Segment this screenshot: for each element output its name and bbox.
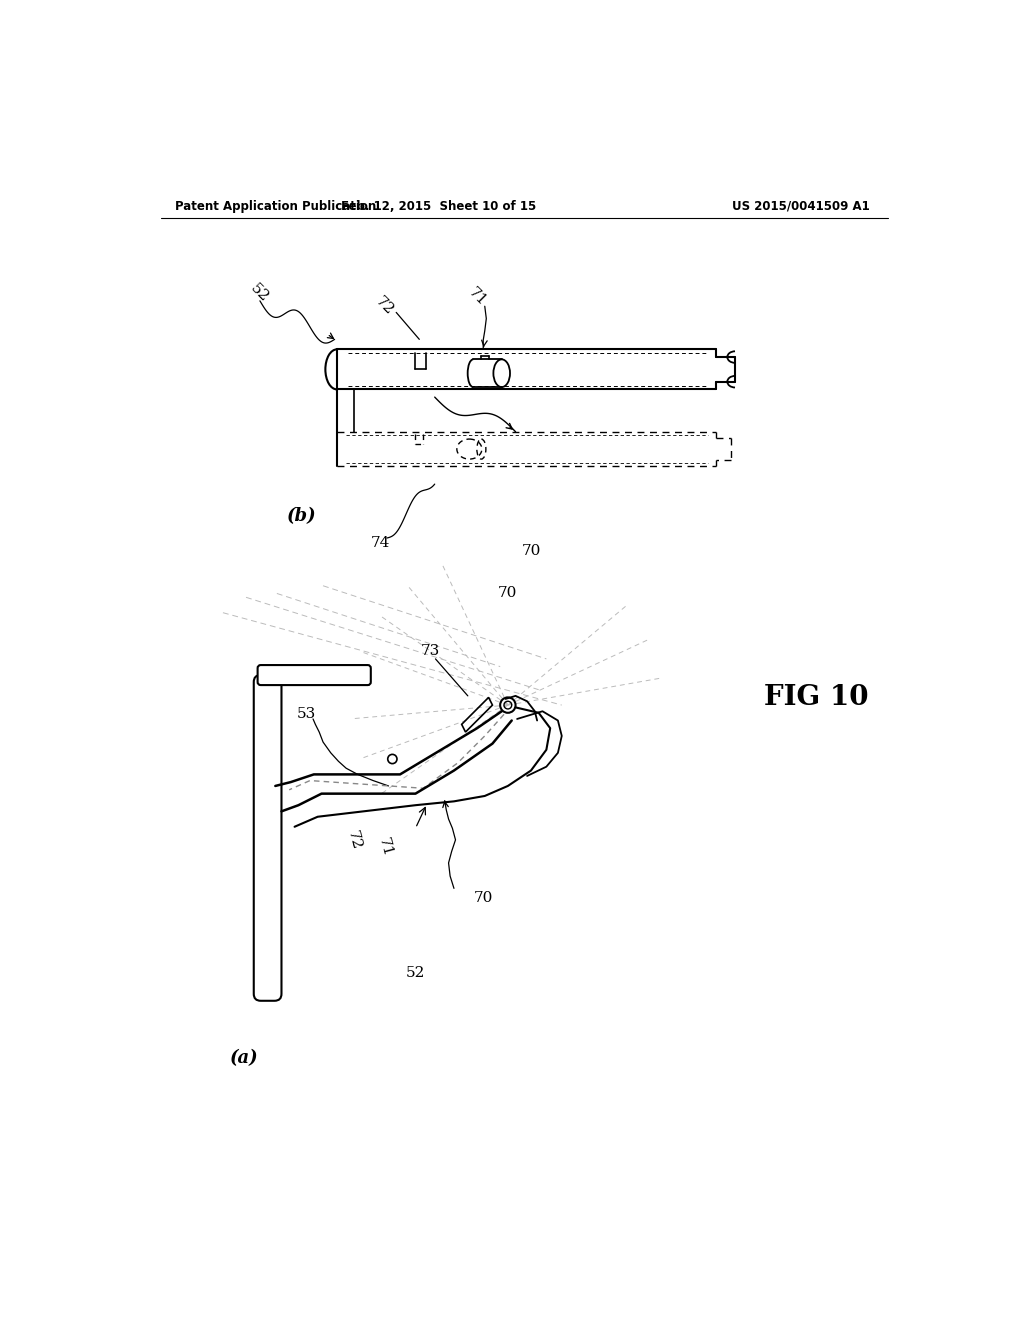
Text: (b): (b)	[287, 507, 316, 525]
Text: 52: 52	[248, 281, 271, 305]
FancyBboxPatch shape	[254, 675, 282, 1001]
Text: 70: 70	[473, 891, 493, 904]
Text: 73: 73	[421, 644, 440, 659]
Text: 70: 70	[521, 544, 541, 558]
Text: (a): (a)	[230, 1049, 259, 1067]
Text: 71: 71	[465, 285, 488, 309]
Text: 74: 74	[371, 536, 390, 550]
Text: Patent Application Publication: Patent Application Publication	[175, 199, 377, 213]
Text: US 2015/0041509 A1: US 2015/0041509 A1	[731, 199, 869, 213]
Text: 71: 71	[376, 837, 394, 859]
Text: 52: 52	[406, 966, 425, 979]
Text: Feb. 12, 2015  Sheet 10 of 15: Feb. 12, 2015 Sheet 10 of 15	[341, 199, 537, 213]
Text: 70: 70	[498, 586, 517, 601]
Text: FIG 10: FIG 10	[764, 684, 868, 711]
Text: 72: 72	[373, 294, 396, 318]
Text: 72: 72	[345, 829, 364, 851]
Text: 53: 53	[297, 708, 315, 721]
FancyBboxPatch shape	[258, 665, 371, 685]
